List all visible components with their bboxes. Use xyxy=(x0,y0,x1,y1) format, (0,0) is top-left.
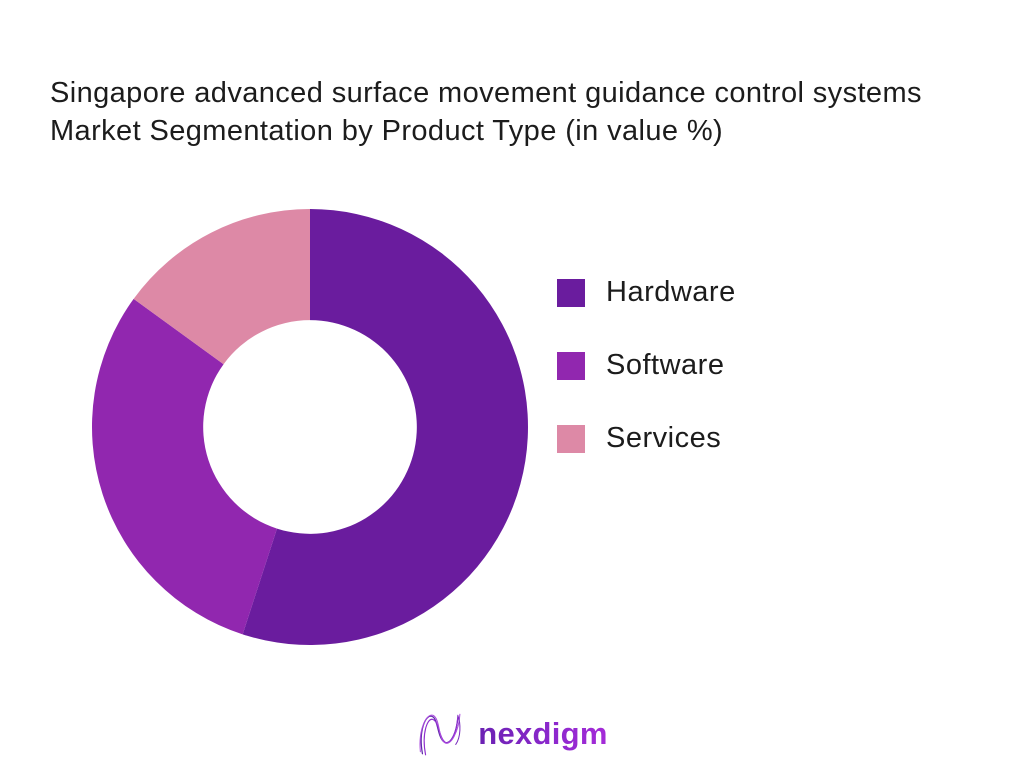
legend-swatch-hardware xyxy=(557,278,585,307)
donut-segment-hardware xyxy=(242,209,528,645)
donut-chart-svg xyxy=(91,209,528,645)
nexdigm-logo: nexdigm xyxy=(416,710,608,758)
donut-chart xyxy=(90,207,530,647)
donut-segment-software xyxy=(91,298,277,635)
legend-label-software: Software xyxy=(606,349,725,381)
chart-legend: Hardware Software Services xyxy=(557,276,736,497)
legend-label-services: Services xyxy=(606,422,722,454)
legend-label-hardware: Hardware xyxy=(606,276,736,308)
chart-title-line-1: Singapore advanced surface movement guid… xyxy=(50,77,922,109)
legend-swatch-software xyxy=(557,351,585,380)
chart-title: Singapore advanced surface movement guid… xyxy=(50,74,1000,150)
donut-segment-services xyxy=(133,209,310,365)
legend-item-software: Software xyxy=(557,349,736,381)
nexdigm-logo-text: nexdigm xyxy=(478,716,608,751)
legend-item-hardware: Hardware xyxy=(557,276,736,308)
legend-item-services: Services xyxy=(557,422,736,454)
chart-title-line-2: Market Segmentation by Product Type (in … xyxy=(50,115,724,147)
legend-swatch-services xyxy=(557,424,585,453)
nexdigm-n-wave-mark-icon xyxy=(419,713,461,756)
